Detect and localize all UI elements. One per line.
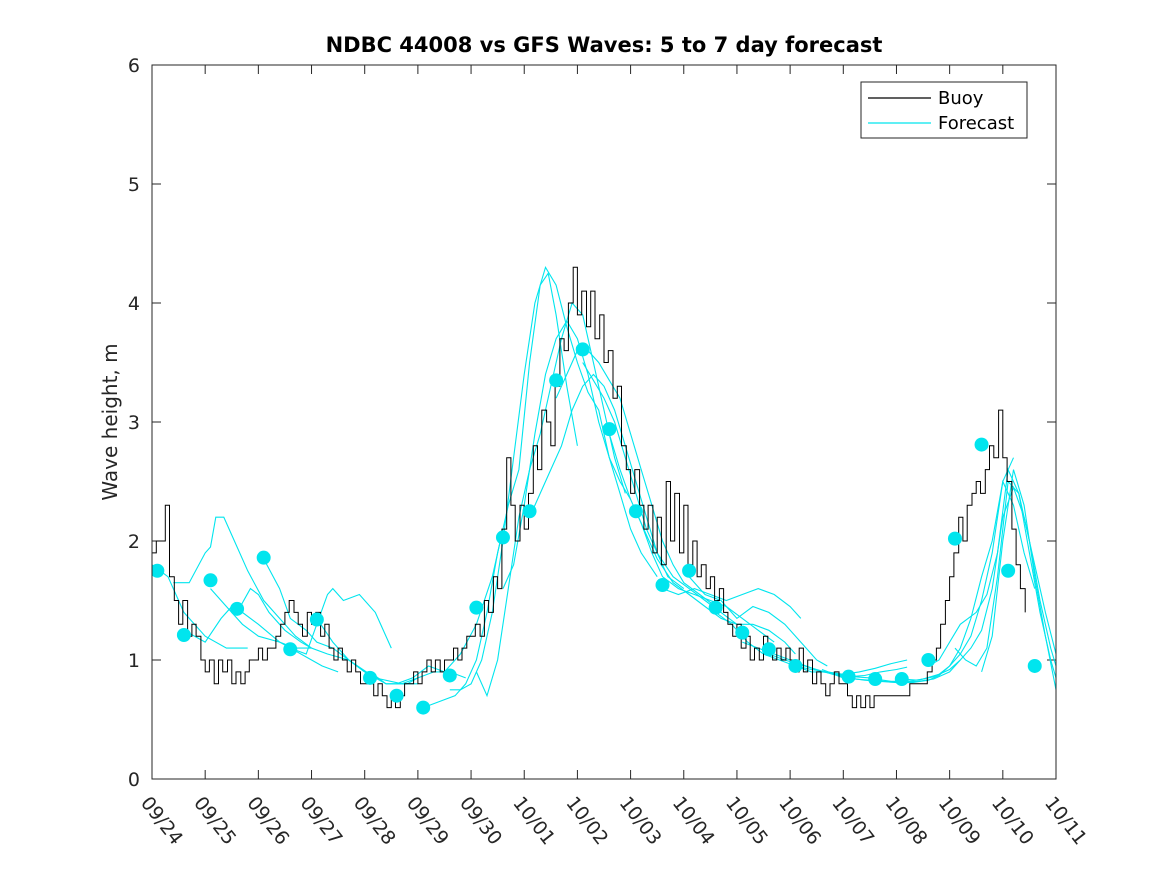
forecast-line <box>901 485 1056 681</box>
forecast-marker <box>152 563 165 578</box>
forecast-marker <box>868 672 883 687</box>
forecast-line <box>263 558 366 673</box>
legend-label: Buoy <box>938 88 984 109</box>
forecast-line <box>423 271 578 709</box>
series-layer <box>152 265 1056 715</box>
forecast-line <box>688 576 828 667</box>
forecast-marker <box>256 550 271 565</box>
forecast-marker <box>309 612 324 627</box>
forecast-line <box>290 587 392 655</box>
forecast-marker <box>735 625 750 640</box>
forecast-marker <box>628 504 643 519</box>
forecast-marker <box>708 600 723 615</box>
forecast-marker <box>761 642 776 657</box>
forecast-marker <box>442 668 457 683</box>
forecast-line <box>475 301 626 698</box>
legend-box <box>860 81 1028 139</box>
legend: Buoy Forecast <box>860 81 1028 139</box>
forecast-marker <box>416 700 431 715</box>
forecast-marker <box>203 573 218 588</box>
y-tick-labels: 0 1 2 3 4 5 6 <box>128 55 140 791</box>
forecast-line <box>173 516 312 649</box>
forecast-marker <box>947 531 962 546</box>
legend-label: Forecast <box>938 113 1014 134</box>
forecast-line <box>183 605 339 673</box>
forecast-marker <box>283 642 298 657</box>
y-tick-label: 1 <box>128 650 140 672</box>
forecast-line <box>449 265 632 691</box>
forecast-line <box>529 373 685 590</box>
forecast-marker <box>575 342 590 357</box>
y-tick-label: 6 <box>128 55 140 77</box>
forecast-line <box>981 469 1056 690</box>
forecast-marker <box>1001 563 1016 578</box>
forecast-marker <box>1027 658 1042 673</box>
forecast-marker <box>549 373 564 388</box>
y-tick-label: 2 <box>128 531 140 553</box>
forecast-marker <box>230 601 245 616</box>
forecast-marker <box>894 672 909 687</box>
y-tick-label: 4 <box>128 293 140 315</box>
forecast-marker <box>522 504 537 519</box>
forecast-marker <box>788 658 803 673</box>
y-axis-label: Wave height, m <box>98 343 122 500</box>
y-tick-label: 3 <box>128 412 140 434</box>
forecast-marker <box>389 688 404 703</box>
forecast-line <box>396 528 504 685</box>
forecast-marker <box>974 437 989 452</box>
chart-title: NDBC 44008 vs GFS Waves: 5 to 7 day fore… <box>326 33 883 57</box>
forecast-marker <box>176 628 191 643</box>
y-tick-label: 5 <box>128 174 140 196</box>
forecast-marker <box>655 578 670 593</box>
forecast-marker <box>495 530 510 545</box>
y-tick-label: 0 <box>128 769 140 791</box>
forecast-line <box>928 467 1056 667</box>
forecast-line <box>502 319 658 589</box>
forecast-line <box>662 588 802 619</box>
forecast-marker <box>469 600 484 615</box>
forecast-marker <box>921 653 936 667</box>
plot-frame <box>151 64 1057 780</box>
forecast-line <box>236 587 312 649</box>
forecast-marker <box>682 563 697 578</box>
forecast-line <box>608 433 775 643</box>
forecast-marker <box>841 669 856 684</box>
forecast-marker <box>363 670 378 685</box>
forecast-marker <box>602 422 617 437</box>
buoy-line <box>152 266 1026 709</box>
